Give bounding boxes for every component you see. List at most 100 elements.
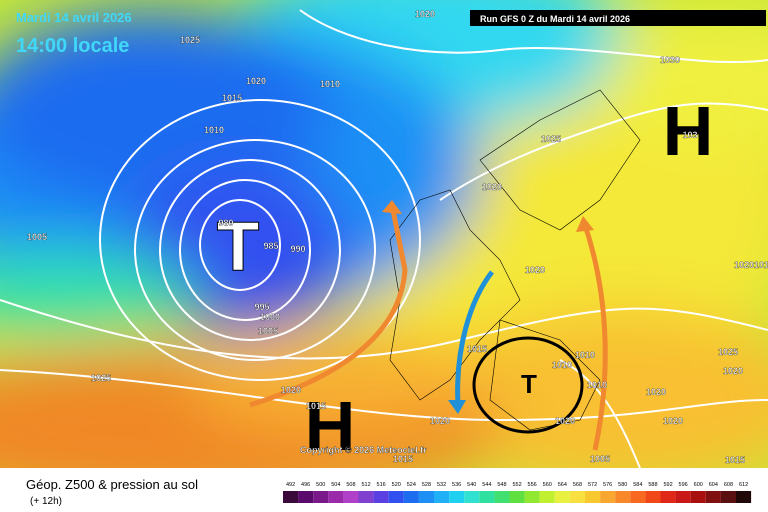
scale-cell [298, 491, 314, 503]
scale-cell [313, 491, 329, 503]
isobar-labels: 1020 1025 1020 1010 1015 1010 1030 1025 1020 1005… [27, 9, 768, 465]
cold-arrow [455, 270, 494, 406]
scale-label: 612 [739, 482, 748, 488]
scale-label: 580 [618, 482, 627, 488]
isobar-label: 1020 [415, 9, 435, 19]
scale-cell [554, 491, 570, 503]
run: Run GFS 0 Z du Mardi 14 avril 2026 [480, 14, 630, 24]
scale-label: 576 [603, 482, 612, 488]
isobar-label: 1020 [246, 76, 266, 86]
isobar-label: 1015 [393, 454, 413, 464]
scale-label: 500 [316, 482, 325, 488]
scale-cell [373, 491, 389, 503]
scale-cell [645, 491, 661, 503]
isobar-label: 103 [682, 130, 697, 140]
isobar-label: 1010 [320, 79, 340, 89]
isobar-label: 1010 [204, 125, 224, 135]
center-letter: T [521, 369, 537, 399]
scale-label: 600 [694, 482, 703, 488]
scale-cell [418, 491, 434, 503]
isobar-label: 1030 [660, 55, 680, 65]
scale-cell [328, 491, 344, 503]
scale-cell [494, 491, 510, 503]
scale-label: 564 [558, 482, 567, 488]
scale-label: 532 [437, 482, 446, 488]
isobar-label: 990 [290, 244, 305, 254]
center-letter: T [217, 207, 260, 285]
scale-label: 548 [497, 482, 506, 488]
low-circle [472, 336, 584, 434]
isobar-label: 1020 [525, 265, 545, 275]
isobar-label: 1010 [575, 350, 595, 360]
isobar-label: 1015 [725, 455, 745, 465]
scale-cell [690, 491, 706, 503]
isobar-label: 1025 [91, 373, 111, 383]
scale-label: 584 [633, 482, 642, 488]
scale-cell [509, 491, 525, 503]
scale-label: 568 [573, 482, 582, 488]
isobar-label: 1015 [222, 93, 242, 103]
isobar-label: 1015 [306, 401, 326, 411]
isobar-label: 1005 [27, 232, 47, 242]
scale-cell [434, 491, 450, 503]
isobar-label: 1020 [555, 416, 575, 426]
scale-label: 508 [346, 482, 355, 488]
scale-label: 512 [361, 482, 370, 488]
scale-cell [358, 491, 374, 503]
scale-label: 608 [724, 482, 733, 488]
isobar-label: 995 [254, 302, 269, 312]
isobar-label: 1000 [260, 312, 280, 322]
scale-cell [585, 491, 601, 503]
scale-label: 492 [286, 482, 295, 488]
scale-cell [464, 491, 480, 503]
scale-cell [569, 491, 585, 503]
footer-title: Géop. Z500 & pression au sol [26, 477, 198, 492]
scale-label: 552 [512, 482, 521, 488]
isobar-label: 1020 [663, 416, 683, 426]
scale-cell [539, 491, 555, 503]
scale-cell [705, 491, 721, 503]
isobar-label: 1020 [430, 416, 450, 426]
time: 14:00 locale [16, 35, 129, 57]
scale-cell [600, 491, 616, 503]
isobar-label: 1010 [552, 360, 572, 370]
run-box [470, 10, 766, 26]
scale-cell [388, 491, 404, 503]
scale-cell [343, 491, 359, 503]
isobar-label: 980 [218, 218, 233, 228]
scale-label: 516 [377, 482, 386, 488]
center-letter: H [305, 387, 356, 465]
scale-cell [720, 491, 736, 503]
isobar-label: 1010 [587, 380, 607, 390]
date: Mardi 14 avril 2026 [16, 10, 132, 25]
scale-label: 524 [407, 482, 416, 488]
isobar-label: 1020 [723, 366, 743, 376]
scale-cell [283, 491, 299, 503]
scale-label: 520 [392, 482, 401, 488]
isobar-label: 1020 [646, 387, 666, 397]
scale-label: 536 [452, 482, 461, 488]
pressure-centers: T H H T [216, 92, 713, 465]
scale-cell [675, 491, 691, 503]
scale-cell [615, 491, 631, 503]
isobar-label: 1005 [258, 326, 278, 336]
scale-label: 596 [679, 482, 688, 488]
footer-lead: (+ 12h) [30, 496, 62, 507]
isobar-label: 1020 [734, 260, 754, 270]
isobar-label: 1015 [467, 344, 487, 354]
scale-cell [524, 491, 540, 503]
isobar-label: 1005 [590, 454, 610, 464]
arrow-head [576, 216, 594, 232]
scale-label: 556 [528, 482, 537, 488]
scale-cell [403, 491, 419, 503]
isobar-label: 1020 [482, 182, 502, 192]
scale-cell [449, 491, 465, 503]
scale-label: 588 [648, 482, 657, 488]
isobars [0, 9, 768, 468]
scale-label: 544 [482, 482, 491, 488]
copyright: Copyright © 2026 Meteociel.fr [300, 445, 427, 455]
